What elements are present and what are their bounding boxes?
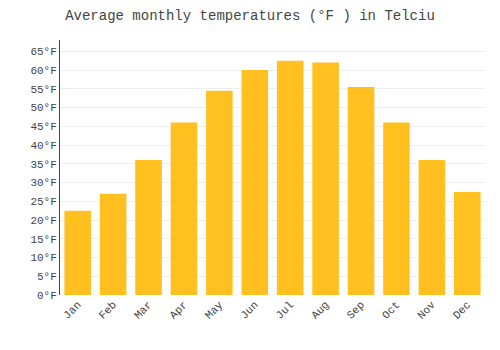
svg-text:15°F: 15°F (30, 234, 56, 246)
svg-text:Sep: Sep (345, 299, 367, 321)
svg-text:May: May (203, 299, 226, 322)
svg-text:40°F: 40°F (30, 140, 56, 152)
svg-text:Mar: Mar (132, 299, 154, 321)
svg-text:Jan: Jan (61, 299, 83, 321)
svg-text:60°F: 60°F (30, 65, 56, 77)
svg-text:30°F: 30°F (30, 177, 56, 189)
svg-text:65°F: 65°F (30, 46, 56, 58)
svg-text:35°F: 35°F (30, 159, 56, 171)
svg-text:Aug: Aug (309, 299, 331, 321)
svg-text:Feb: Feb (97, 299, 119, 321)
svg-text:10°F: 10°F (30, 252, 56, 264)
svg-text:Dec: Dec (451, 299, 473, 321)
svg-text:45°F: 45°F (30, 121, 56, 133)
svg-text:5°F: 5°F (37, 271, 57, 283)
svg-text:Oct: Oct (380, 299, 402, 321)
svg-text:Jul: Jul (274, 299, 296, 321)
svg-text:0°F: 0°F (37, 290, 57, 302)
svg-text:50°F: 50°F (30, 102, 56, 114)
svg-text:Jun: Jun (238, 299, 260, 321)
svg-text:Average monthly temperatures (: Average monthly temperatures (°F ) in Te… (65, 8, 435, 24)
svg-text:Nov: Nov (415, 299, 438, 322)
svg-text:25°F: 25°F (30, 196, 56, 208)
svg-text:55°F: 55°F (30, 84, 56, 96)
svg-text:20°F: 20°F (30, 215, 56, 227)
svg-text:Apr: Apr (167, 299, 189, 321)
